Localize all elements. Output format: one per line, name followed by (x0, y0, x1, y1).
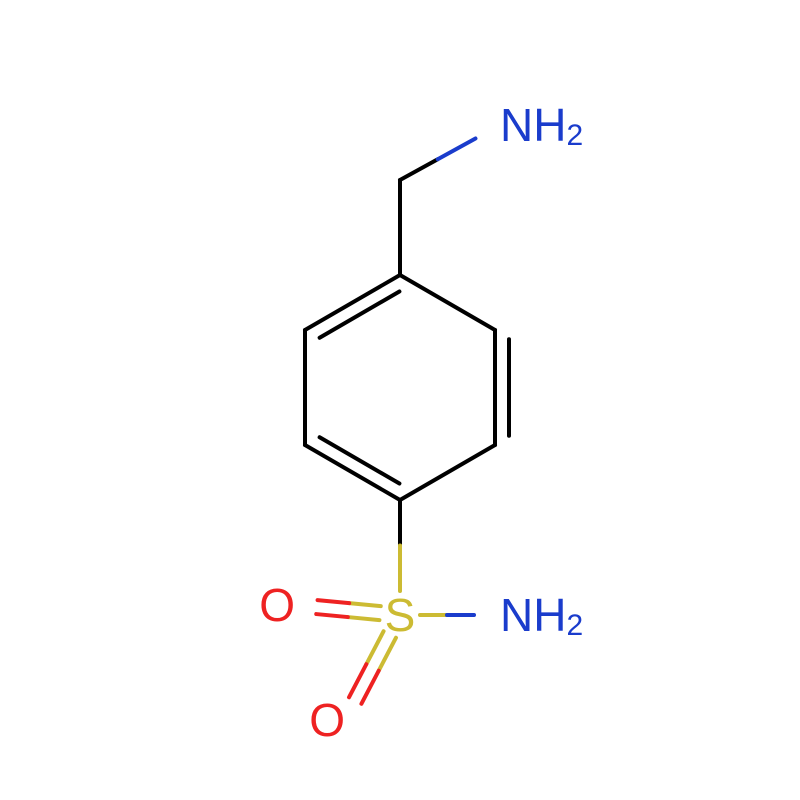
bond (316, 600, 381, 620)
bond (400, 445, 495, 500)
atom-label-s: S (385, 589, 416, 641)
bond (305, 275, 400, 338)
bond (400, 275, 495, 330)
molecule-canvas: NH2 S O O NH2 (0, 0, 800, 800)
bond (495, 330, 509, 445)
bond (400, 138, 475, 180)
atom-label-o_left: O (259, 579, 295, 631)
atom-label-n_amine: NH2 (500, 99, 583, 152)
atom-label-n_sulf: NH2 (500, 589, 583, 642)
bond (305, 437, 400, 500)
atom-label-o_bottom: O (309, 694, 345, 746)
bond (349, 631, 396, 704)
